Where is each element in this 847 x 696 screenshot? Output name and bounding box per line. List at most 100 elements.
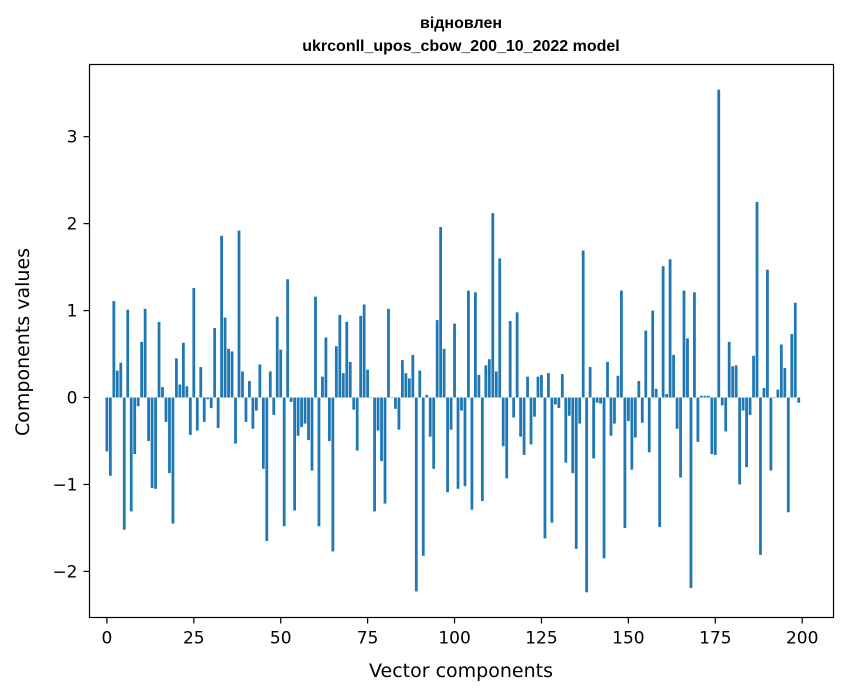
bar-6: [126, 309, 130, 398]
bar-75: [366, 369, 370, 398]
bar-103: [463, 397, 467, 487]
bar-65: [331, 397, 335, 552]
x-tick-label-175: 175: [699, 629, 731, 649]
bar-13: [150, 397, 154, 488]
bar-67: [338, 314, 342, 398]
bar-194: [779, 344, 783, 398]
y-tick-label-0: 0: [67, 389, 78, 409]
bar-28: [202, 397, 206, 422]
y-tick-label--2: −2: [52, 562, 77, 582]
bar-78: [376, 397, 380, 431]
bar-36: [230, 351, 234, 398]
bar-85: [401, 360, 404, 398]
bar-24: [188, 397, 192, 435]
bar-97: [442, 348, 446, 398]
x-tick-label-200: 200: [786, 629, 818, 649]
bar-151: [630, 397, 634, 470]
bar-149: [623, 397, 627, 528]
bar-154: [640, 397, 644, 423]
bar-146: [613, 397, 616, 424]
chart-title-line-1: відновлен: [420, 15, 502, 32]
bar-94: [432, 397, 436, 469]
x-tick-label-0: 0: [101, 629, 112, 649]
bar-133: [567, 397, 571, 416]
bar-186: [752, 355, 755, 398]
bar-104: [467, 290, 470, 398]
bar-185: [748, 397, 752, 415]
bar-5: [122, 397, 126, 530]
bar-60: [314, 296, 317, 398]
bar-197: [790, 334, 794, 398]
bar-106: [474, 292, 477, 398]
bar-12: [147, 397, 150, 441]
bar-89: [414, 397, 418, 592]
bar-184: [745, 397, 748, 468]
bar-190: [766, 269, 769, 398]
bar-69: [345, 321, 349, 398]
bar-33: [220, 235, 223, 398]
bar-121: [526, 376, 529, 398]
bar-84: [397, 397, 401, 430]
bar-92: [425, 394, 429, 398]
x-tick-label-25: 25: [183, 629, 205, 649]
bar-61: [317, 397, 321, 527]
y-axis-label: Components values: [12, 248, 34, 436]
bar-47: [268, 371, 272, 398]
bar-98: [446, 397, 449, 493]
bar-163: [672, 354, 675, 398]
bar-48: [272, 397, 276, 415]
bar-79: [380, 397, 383, 461]
bar-80: [383, 397, 387, 504]
bar-18: [168, 397, 171, 474]
bar-15: [157, 321, 161, 398]
bar-108: [480, 397, 484, 501]
bar-195: [783, 367, 787, 398]
bar-130: [557, 397, 561, 408]
bar-50: [279, 349, 283, 398]
bar-114: [501, 397, 505, 447]
bar-110: [487, 359, 491, 398]
bar-27: [199, 367, 203, 398]
bar-39: [241, 371, 244, 398]
bar-62: [321, 376, 324, 398]
bar-9: [136, 397, 140, 407]
bar-161: [665, 394, 669, 398]
bar-170: [696, 397, 700, 442]
bar-57: [303, 397, 307, 424]
bar-124: [536, 376, 540, 398]
bar-171: [700, 395, 703, 398]
bar-173: [706, 395, 710, 398]
bar-11: [143, 308, 147, 398]
bar-142: [599, 397, 602, 404]
bar-51: [282, 397, 286, 527]
bar-169: [693, 292, 696, 398]
bar-34: [223, 317, 227, 398]
bar-70: [348, 361, 352, 398]
bar-2: [112, 301, 116, 398]
bar-119: [519, 397, 522, 437]
bar-40: [244, 397, 248, 422]
bar-0: [105, 397, 109, 452]
bar-138: [585, 397, 589, 593]
bar-141: [595, 397, 599, 403]
bar-166: [682, 290, 686, 398]
bar-187: [755, 201, 759, 398]
bar-32: [216, 397, 220, 428]
bar-37: [234, 397, 237, 444]
bar-74: [362, 304, 366, 398]
bar-167: [686, 338, 689, 398]
bar-183: [741, 397, 745, 411]
bar-88: [411, 354, 415, 398]
x-tick-label-50: 50: [270, 629, 292, 649]
bar-198: [793, 302, 797, 398]
bar-129: [553, 397, 557, 405]
bar-189: [762, 387, 766, 398]
bar-144: [606, 361, 609, 398]
bar-1: [108, 397, 112, 476]
bar-122: [529, 397, 533, 445]
bar-49: [275, 316, 279, 398]
bar-4: [119, 362, 123, 398]
bar-174: [710, 397, 714, 455]
bar-99: [449, 397, 453, 430]
